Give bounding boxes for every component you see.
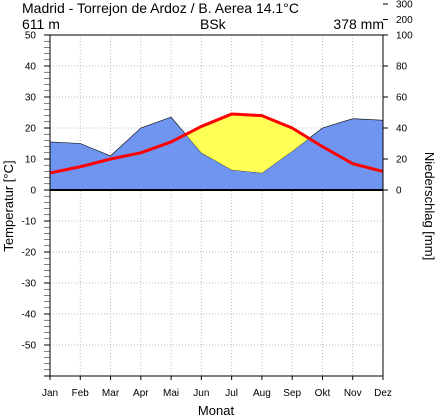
grid bbox=[50, 35, 383, 376]
y-tick-label-left: -20 bbox=[22, 248, 37, 259]
y-tick-label-left: -30 bbox=[22, 279, 37, 290]
y-tick-label-right: 0 bbox=[396, 186, 402, 197]
y-tick-label-left: -50 bbox=[22, 341, 37, 352]
x-tick-label: Mai bbox=[163, 388, 179, 399]
y-axis-label-left: Temperatur [°C] bbox=[1, 160, 16, 251]
precipitation-areas bbox=[49, 114, 384, 191]
precipitation-total: 378 mm bbox=[333, 16, 384, 32]
y-tick-label-left: 50 bbox=[25, 31, 37, 42]
y-tick-label-left: 40 bbox=[25, 62, 37, 73]
y-tick-label-left: 30 bbox=[25, 93, 37, 104]
x-tick-label: Apr bbox=[133, 388, 149, 399]
y-tick-label-right: 80 bbox=[396, 62, 408, 73]
temperature-line bbox=[49, 112, 384, 175]
x-tick-label: Mar bbox=[102, 388, 120, 399]
y-tick-label-right: 100 bbox=[396, 31, 413, 42]
x-tick-label: Aug bbox=[253, 388, 271, 399]
axis-ticks: 50403020100-10-20-30-40-5090080070060050… bbox=[22, 0, 414, 399]
y-tick-label-left: 20 bbox=[25, 124, 37, 135]
climate-class: BSk bbox=[200, 16, 226, 32]
x-tick-label: Sep bbox=[283, 388, 301, 399]
x-tick-label: Okt bbox=[315, 388, 331, 399]
chart-title: Madrid - Torrejon de Ardoz / B. Aerea 14… bbox=[22, 0, 299, 16]
precipitation-area bbox=[49, 116, 384, 191]
x-tick-label: Dez bbox=[374, 388, 392, 399]
x-axis-label: Monat bbox=[198, 403, 235, 418]
y-axis-label-right: Niederschlag [mm] bbox=[422, 152, 437, 260]
y-tick-label-right: 300 bbox=[396, 0, 413, 11]
x-tick-label: Jan bbox=[42, 388, 58, 399]
x-tick-label: Nov bbox=[344, 388, 362, 399]
y-tick-label-left: 0 bbox=[30, 186, 36, 197]
dry-period-area bbox=[185, 114, 309, 173]
plot-frame bbox=[49, 34, 384, 377]
station-elevation: 611 m bbox=[22, 16, 60, 32]
y-tick-label-left: -40 bbox=[22, 310, 37, 321]
y-tick-label-left: 10 bbox=[25, 155, 37, 166]
y-tick-label-right: 60 bbox=[396, 93, 408, 104]
x-tick-label: Jun bbox=[193, 388, 209, 399]
data-lines bbox=[49, 112, 384, 191]
y-tick-label-left: -10 bbox=[22, 217, 37, 228]
x-tick-label: Feb bbox=[72, 388, 90, 399]
y-tick-label-right: 200 bbox=[396, 15, 413, 26]
y-tick-label-right: 40 bbox=[396, 124, 408, 135]
y-tick-label-right: 20 bbox=[396, 155, 408, 166]
x-tick-label: Jul bbox=[225, 388, 238, 399]
